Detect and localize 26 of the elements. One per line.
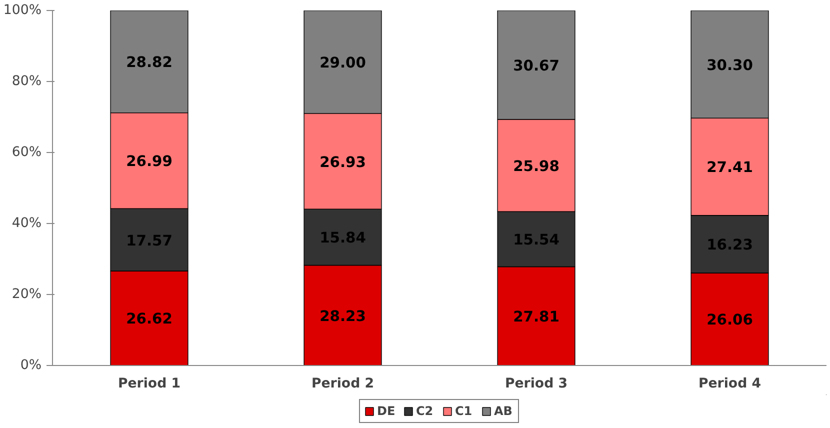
y-tick-label: 20% xyxy=(12,287,42,302)
x-tick-label: Period 4 xyxy=(698,376,762,392)
y-tick-label: 0% xyxy=(20,358,42,373)
x-tick-label: Period 2 xyxy=(311,376,374,392)
data-label: 29.00 xyxy=(320,54,366,72)
y-tick-label: 60% xyxy=(12,145,42,160)
legend-label: DE xyxy=(377,404,396,418)
data-label: 30.67 xyxy=(513,57,560,74)
data-label: 27.81 xyxy=(513,308,560,326)
x-tick-label: Period 1 xyxy=(118,376,181,392)
y-tick-label: 100% xyxy=(3,3,42,18)
data-label: 30.30 xyxy=(706,56,753,74)
legend-label: C1 xyxy=(455,404,474,418)
data-label: 26.93 xyxy=(320,154,366,171)
data-label: 26.62 xyxy=(126,310,172,328)
data-label: 27.41 xyxy=(706,159,753,176)
data-label: 25.98 xyxy=(513,158,560,175)
data-label: 28.82 xyxy=(126,54,172,72)
x-tick-label: Period 3 xyxy=(504,376,568,392)
data-label: 26.06 xyxy=(706,312,753,329)
data-label: 26.99 xyxy=(126,153,172,170)
data-label: 28.23 xyxy=(320,308,366,325)
y-tick-label: 40% xyxy=(12,216,42,231)
y-tick-label: 80% xyxy=(12,74,42,89)
legend-label: C2 xyxy=(416,404,434,418)
legend-label: AB xyxy=(494,404,514,418)
